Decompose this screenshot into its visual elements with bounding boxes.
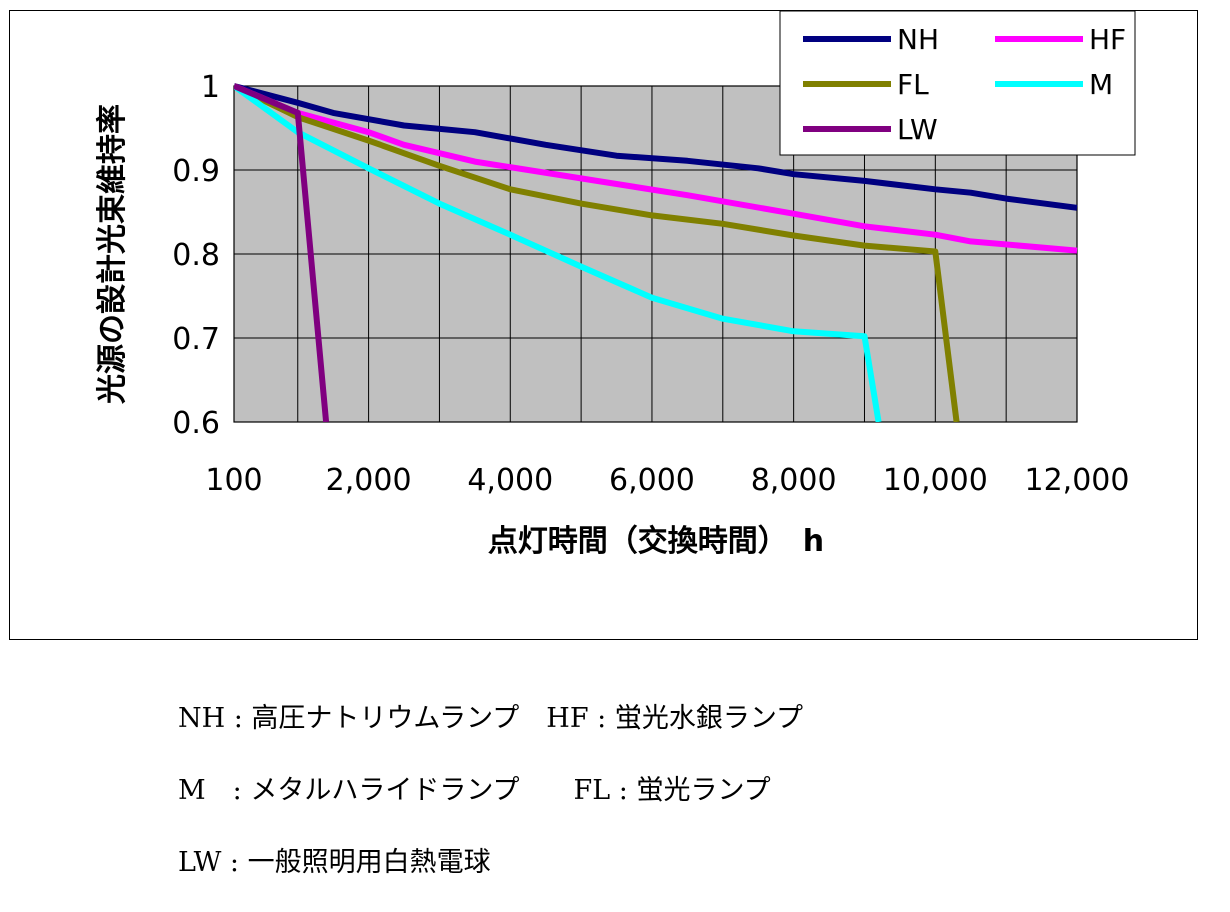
series-clip-group: [234, 83, 1078, 422]
note-line: NH : 高圧ナトリウムランプ HF : 蛍光水銀ランプ: [178, 703, 804, 734]
chart-frame: 0.6 0.7 0.8 0.9 1 100 2,000 4,000 6,000 8,000 10,0…: [9, 10, 1198, 640]
x-tick-label: 8,000: [751, 463, 837, 498]
legend-label-fl: FL: [897, 68, 929, 101]
x-tick-label: 6,000: [609, 463, 695, 498]
legend-label-m: M: [1089, 68, 1113, 101]
series-line-nh: [234, 83, 1078, 211]
legend-label-hf: HF: [1089, 23, 1126, 56]
x-tick-label: 10,000: [883, 463, 988, 498]
series-line-lw: [234, 83, 330, 422]
y-tick-label: 1: [201, 70, 220, 105]
x-tick-label: 100: [205, 463, 262, 498]
x-tick-label: 2,000: [326, 463, 412, 498]
y-tick-label: 0.6: [172, 406, 220, 441]
series-line-fl: [234, 83, 960, 422]
y-tick-label: 0.7: [172, 322, 220, 357]
x-axis-title: 点灯時間（交換時間） h: [488, 524, 824, 559]
series-line-m: [234, 83, 882, 422]
legend-notes: NH : 高圧ナトリウムランプ HF : 蛍光水銀ランプ M : メタルハライド…: [178, 696, 1178, 912]
series-line-hf: [234, 83, 1078, 254]
luminous-flux-chart: 0.6 0.7 0.8 0.9 1 100 2,000 4,000 6,000 8,000 10,0…: [95, 11, 1136, 559]
tick-labels: 0.6 0.7 0.8 0.9 1 100 2,000 4,000 6,000 8,000 10,0…: [172, 70, 1129, 498]
y-tick-label: 0.8: [172, 238, 220, 273]
x-tick-label: 4,000: [467, 463, 553, 498]
note-line: LW : 一般照明用白熱電球: [178, 847, 491, 878]
series-group: [234, 83, 1078, 422]
x-tick-label: 12,000: [1025, 463, 1130, 498]
legend: NH HF FL M LW: [779, 11, 1136, 156]
note-line: M : メタルハライドランプ FL : 蛍光ランプ: [178, 775, 771, 806]
legend-label-lw: LW: [897, 113, 938, 146]
y-axis-title: 光源の設計光束維持率: [95, 104, 130, 404]
plot-border: [233, 85, 1078, 423]
y-tick-label: 0.9: [172, 154, 220, 189]
legend-label-nh: NH: [897, 23, 939, 56]
